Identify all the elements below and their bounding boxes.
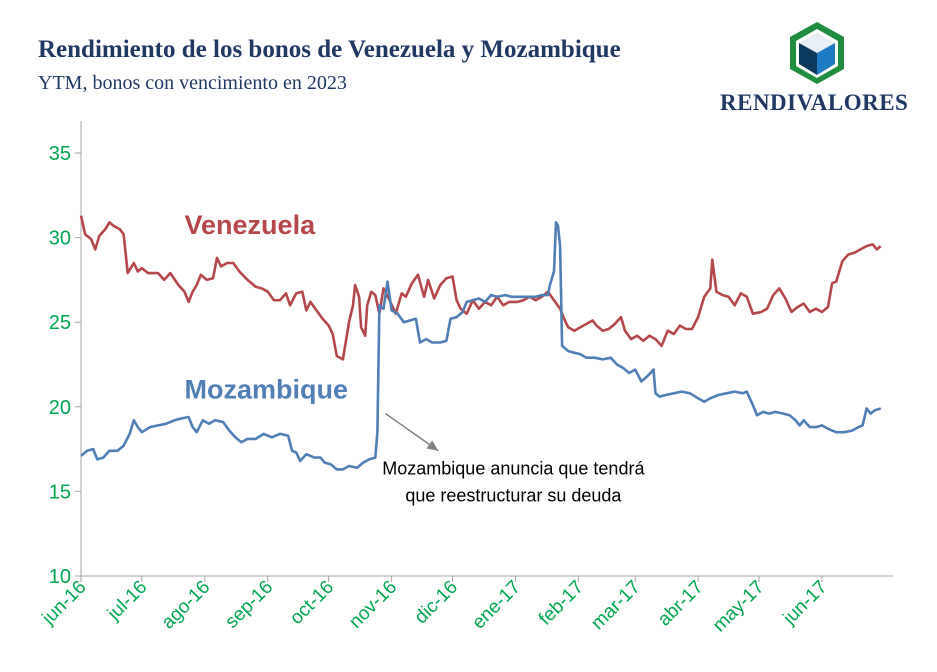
x-tick-label: mar-17 bbox=[587, 577, 644, 634]
annotation-text-line: Mozambique anuncia que tendrá bbox=[382, 458, 645, 478]
annotation: Mozambique anuncia que tendrá que reestru… bbox=[382, 412, 645, 505]
series-label-venezuela: Venezuela bbox=[185, 210, 317, 240]
series-label-mozambique: Mozambique bbox=[185, 374, 349, 404]
chart-title: Rendimiento de los bonos de Venezuela y … bbox=[38, 36, 621, 63]
y-tick-label: 25 bbox=[49, 312, 71, 334]
x-tick-label: abr-17 bbox=[654, 577, 708, 631]
x-tick-label: jun-17 bbox=[779, 577, 832, 630]
y-tick-label: 15 bbox=[49, 481, 71, 503]
x-tick-label: oct-16 bbox=[286, 577, 338, 629]
x-tick-label: jul-16 bbox=[103, 577, 151, 625]
x-tick-label: ene-17 bbox=[468, 577, 525, 634]
annotation-text-line: que reestructurar su deuda bbox=[405, 485, 622, 505]
x-tick-label: dic-16 bbox=[411, 577, 462, 628]
series-line-mozambique bbox=[80, 221, 882, 471]
y-tick-label: 35 bbox=[49, 143, 71, 165]
x-tick-label: may-17 bbox=[709, 577, 769, 637]
chart-subtitle: YTM, bonos con vencimiento en 2023 bbox=[38, 72, 347, 94]
x-tick-label: sep-16 bbox=[221, 577, 277, 633]
series-labels: Venezuela Mozambique bbox=[185, 210, 349, 404]
y-tick-label: 30 bbox=[49, 228, 71, 250]
x-tick-label: nov-16 bbox=[345, 577, 401, 633]
annotation-arrow-head bbox=[426, 440, 439, 451]
y-tick-label: 20 bbox=[49, 397, 71, 419]
series-line-venezuela bbox=[79, 215, 882, 361]
x-tick-label: ago-16 bbox=[158, 577, 215, 634]
series-lines bbox=[79, 215, 882, 471]
x-tick-label: feb-17 bbox=[535, 577, 588, 630]
cube-logo-icon bbox=[790, 22, 844, 84]
y-tick-label: 10 bbox=[49, 566, 71, 588]
logo-text: RENDIVALORES bbox=[720, 90, 909, 115]
